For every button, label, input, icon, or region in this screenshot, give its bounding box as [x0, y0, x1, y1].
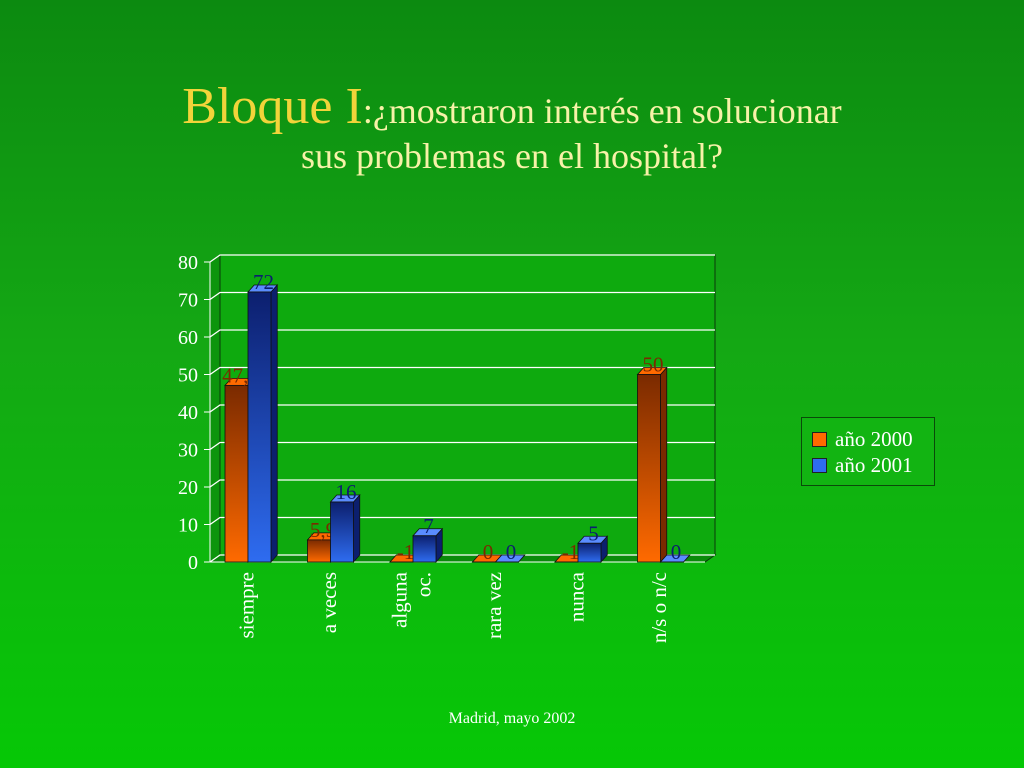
legend-item-2001: año 2001 [812, 454, 913, 476]
data-label-nunca-a-o-2000: -1 [562, 540, 580, 564]
y-tick-label: 70 [178, 290, 198, 312]
data-label-alguna-oc-a-o-2000: -1 [397, 540, 415, 564]
gridline [209, 291, 715, 301]
bar-alguna-oc-a-o-2001 [412, 535, 437, 563]
y-tick-label: 20 [178, 477, 198, 499]
gridline [209, 554, 715, 563]
x-tick-label-5: n/s o n/c [647, 572, 671, 643]
legend-item-2000: año 2000 [812, 428, 913, 450]
x-tick-label-3: rara vez [482, 572, 506, 639]
y-tick-label: 30 [178, 440, 198, 462]
title-rest: :¿mostraron interés en solucionar [362, 91, 842, 131]
chart-legend: año 2000 año 2001 [801, 417, 935, 486]
gridline [209, 254, 715, 263]
bar-side-n-s-o-n-c-a-o-2000 [660, 366, 668, 564]
y-tick-label: 0 [188, 552, 198, 574]
data-label-nunca-a-o-2001: 5 [588, 521, 599, 545]
data-label-alguna-oc-a-o-2001: 7 [423, 514, 434, 538]
x-tick-label-1: a veces [317, 572, 341, 633]
bar-nunca-a-o-2001 [577, 542, 602, 563]
y-tick-label: 50 [178, 365, 198, 387]
gridline [209, 404, 715, 413]
title-line-1: Bloque I:¿mostraron interés en soluciona… [60, 78, 964, 136]
data-label-rara-vez-a-o-2001: 0 [506, 540, 517, 564]
x-tick-label-2: algunaoc. [387, 571, 435, 628]
gridline [209, 366, 715, 376]
legend-label-2001: año 2001 [835, 453, 913, 477]
y-tick-label: 60 [178, 327, 198, 349]
bar-side-siempre-a-o-2001 [270, 283, 278, 564]
legend-swatch-2001 [812, 457, 827, 473]
bar-a-veces-a-o-2000 [307, 539, 331, 563]
slide-footer: Madrid, mayo 2002 [448, 710, 576, 727]
bar-n-s-o-n-c-a-o-2000 [637, 374, 661, 563]
data-label-a-veces-a-o-2001: 16 [336, 480, 357, 504]
data-label-n-s-o-n-c-a-o-2001: 0 [671, 540, 682, 564]
y-tick-label: 10 [178, 515, 198, 537]
bar-side-a-veces-a-o-2001 [353, 493, 361, 564]
gridline [209, 516, 715, 526]
legend-swatch-2000 [812, 431, 827, 447]
y-tick-label: 40 [178, 402, 198, 424]
slide-title: Bloque I:¿mostraron interés en soluciona… [60, 78, 964, 177]
legend-label-2000: año 2000 [835, 427, 913, 451]
gridline [209, 441, 715, 451]
bar-siempre-a-o-2000 [224, 384, 249, 563]
title-main: Bloque I [182, 78, 363, 135]
x-tick-label-4: nunca [564, 571, 588, 622]
y-tick-label: 80 [178, 252, 198, 274]
gridline [209, 479, 715, 488]
data-label-n-s-o-n-c-a-o-2000: 50 [643, 353, 664, 377]
bar-siempre-a-o-2001 [247, 291, 272, 563]
bar-a-veces-a-o-2001 [330, 501, 354, 563]
gridline [209, 329, 715, 338]
data-label-siempre-a-o-2001: 72 [253, 270, 274, 294]
title-line-2: sus problemas en el hospital? [301, 136, 723, 177]
data-label-rara-vez-a-o-2000: 0 [483, 540, 494, 564]
x-tick-label-0: siempre [234, 572, 258, 638]
